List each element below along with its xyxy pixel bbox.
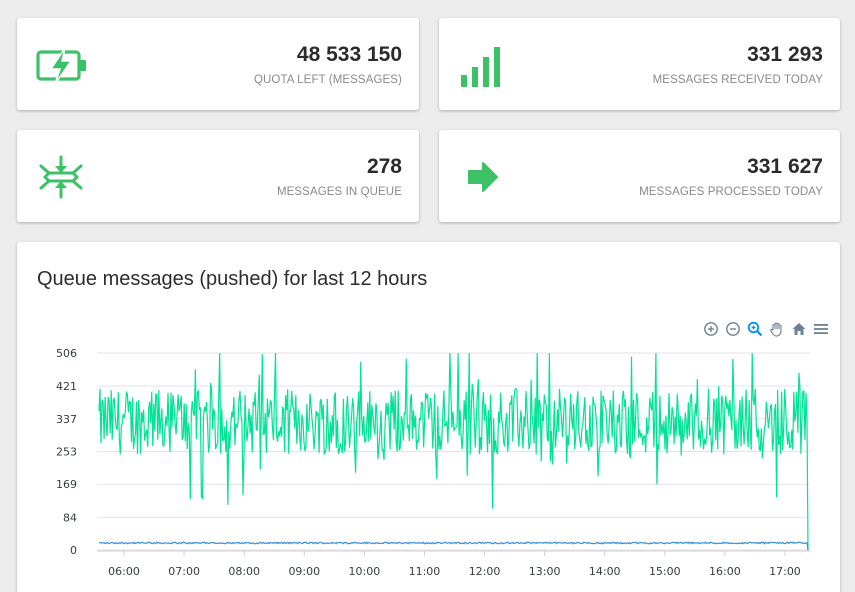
messages-received-value: 331 293 bbox=[747, 43, 823, 66]
zoom-out-icon[interactable] bbox=[724, 320, 742, 338]
y-tick-label: 253 bbox=[56, 446, 77, 459]
menu-icon[interactable] bbox=[812, 320, 830, 338]
quota-left-value: 48 533 150 bbox=[296, 43, 402, 66]
home-icon[interactable] bbox=[790, 320, 808, 338]
zoom-in-icon[interactable] bbox=[702, 320, 720, 338]
x-tick-label: 16:00 bbox=[709, 565, 741, 578]
x-tick-label: 08:00 bbox=[228, 565, 260, 578]
x-tick-label: 06:00 bbox=[108, 565, 140, 578]
stat-card-queue: 278 MESSAGES IN QUEUE bbox=[17, 130, 419, 222]
series-line-secondary bbox=[98, 541, 809, 551]
y-tick-label: 337 bbox=[56, 413, 77, 426]
x-tick-label: 13:00 bbox=[529, 565, 561, 578]
x-tick-label: 15:00 bbox=[649, 565, 681, 578]
queue-line-chart[interactable]: 0 84 169 253 337 421 506 06:00 07:00 08:00 09:00 10… bbox=[17, 242, 840, 592]
y-tick-label: 84 bbox=[63, 511, 77, 524]
y-tick-label: 421 bbox=[56, 380, 77, 393]
y-tick-label: 0 bbox=[70, 544, 77, 557]
messages-in-queue-value: 278 bbox=[366, 155, 402, 178]
x-tick-label: 17:00 bbox=[769, 565, 801, 578]
x-tick-label: 10:00 bbox=[349, 565, 381, 578]
x-tick-label: 11:00 bbox=[409, 565, 441, 578]
series-line-pushed bbox=[98, 352, 809, 551]
quota-left-label: QUOTA LEFT (MESSAGES) bbox=[253, 74, 402, 86]
stat-card-received: 331 293 MESSAGES RECEIVED TODAY bbox=[439, 18, 840, 110]
x-tick-label: 09:00 bbox=[288, 565, 320, 578]
messages-processed-value: 331 627 bbox=[747, 155, 823, 178]
chart-toolbar bbox=[702, 320, 830, 338]
x-tick-label: 12:00 bbox=[469, 565, 501, 578]
x-tick-label: 14:00 bbox=[589, 565, 621, 578]
x-tick-label: 07:00 bbox=[168, 565, 200, 578]
y-tick-label: 169 bbox=[56, 478, 77, 491]
battery-charging-icon bbox=[35, 42, 89, 88]
signal-bars-icon bbox=[457, 42, 511, 88]
messages-received-label: MESSAGES RECEIVED TODAY bbox=[652, 74, 823, 86]
pan-hand-icon[interactable] bbox=[768, 320, 786, 338]
stat-card-quota: 48 533 150 QUOTA LEFT (MESSAGES) bbox=[17, 18, 419, 110]
queue-compress-icon bbox=[35, 154, 89, 200]
stat-card-processed: 331 627 MESSAGES PROCESSED TODAY bbox=[439, 130, 840, 222]
y-tick-label: 506 bbox=[56, 347, 77, 360]
queue-chart-card: Queue messages (pushed) for last 12 hour… bbox=[17, 242, 840, 592]
chart-title: Queue messages (pushed) for last 12 hour… bbox=[37, 268, 428, 290]
messages-in-queue-label: MESSAGES IN QUEUE bbox=[276, 186, 402, 198]
zoom-select-icon[interactable] bbox=[746, 320, 764, 338]
arrow-right-icon bbox=[457, 154, 511, 200]
messages-processed-label: MESSAGES PROCESSED TODAY bbox=[639, 186, 823, 198]
